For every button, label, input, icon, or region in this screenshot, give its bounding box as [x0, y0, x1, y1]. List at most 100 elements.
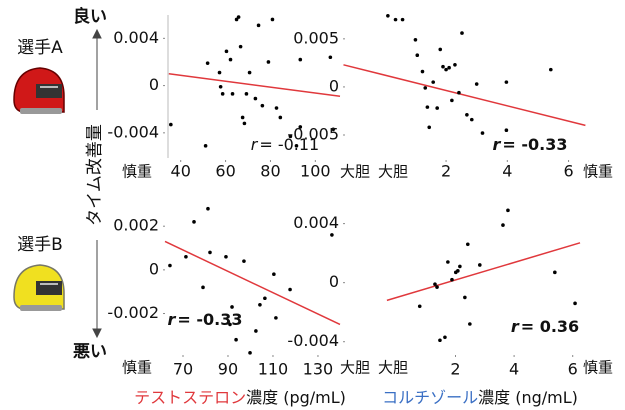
x-title-rest: 濃度 (ng/mL) — [478, 388, 578, 407]
red-helmet — [14, 68, 64, 114]
data-point — [237, 15, 241, 19]
y-tick-label: 0 — [149, 75, 159, 94]
data-point — [450, 99, 454, 103]
data-point — [271, 18, 275, 22]
y-tick-label: -0.004 — [107, 122, 159, 141]
x-tick-label: 6 — [563, 162, 573, 181]
r-value: = 0.36 — [521, 317, 579, 336]
x-tick-label: 6 — [568, 360, 578, 379]
data-point — [426, 105, 430, 109]
data-point — [229, 58, 233, 62]
data-point — [254, 329, 258, 333]
x-tick-label: 130 — [303, 360, 334, 379]
data-point — [443, 335, 447, 339]
data-point — [274, 316, 278, 320]
data-point — [470, 118, 474, 122]
correlation-label: r= -0.33 — [168, 310, 243, 329]
data-point — [478, 263, 482, 267]
x-tick-label: 2 — [450, 360, 460, 379]
r-symbol: r — [511, 317, 520, 336]
data-point — [169, 123, 173, 127]
y-tick-label: -0.002 — [107, 303, 159, 322]
r-symbol: r — [493, 135, 502, 154]
data-point — [298, 58, 302, 62]
y-tick-label: 0.004 — [293, 213, 339, 232]
x-tick-label: 80 — [260, 162, 280, 181]
data-point — [272, 272, 276, 276]
data-point — [263, 296, 267, 300]
data-point — [427, 126, 431, 130]
r-value: = -0.33 — [177, 310, 242, 329]
data-point — [438, 338, 442, 342]
x-tick-label: 110 — [258, 360, 289, 379]
x-end-label: 大胆 — [340, 359, 370, 377]
x-tick-label: 40 — [171, 162, 191, 181]
data-point — [192, 220, 196, 224]
data-point — [423, 86, 427, 90]
y-tick-label: 0.005 — [293, 28, 339, 47]
data-point — [573, 302, 577, 306]
data-point — [231, 92, 235, 96]
data-point — [288, 288, 292, 292]
data-point — [450, 278, 454, 282]
data-point — [414, 38, 418, 42]
data-point — [225, 50, 229, 54]
data-point — [466, 242, 470, 246]
data-point — [257, 24, 261, 28]
data-point — [242, 259, 246, 263]
x-end-label: 大胆 — [340, 163, 370, 181]
y-tick-label: 0 — [329, 76, 339, 95]
data-point — [267, 60, 271, 64]
data-point — [444, 68, 448, 72]
trend-line — [169, 74, 340, 96]
data-point — [248, 71, 252, 75]
x-axis-title: テストステロン濃度 (pg/mL) — [134, 388, 346, 407]
data-point — [457, 91, 461, 95]
data-point — [224, 255, 228, 259]
data-point — [506, 209, 510, 213]
data-point — [549, 68, 553, 72]
x-end-label: 大胆 — [378, 163, 408, 181]
data-point — [219, 85, 223, 89]
data-point — [206, 61, 210, 65]
data-point — [435, 106, 439, 110]
player-label: 選手B — [17, 235, 63, 255]
good-label: 良い — [73, 6, 107, 27]
data-point — [505, 128, 509, 132]
data-point — [447, 66, 451, 70]
data-point — [386, 14, 390, 18]
y-tick-label: -0.004 — [287, 331, 339, 350]
correlation-label: r= 0.36 — [511, 317, 579, 336]
x-end-label: 慎重 — [583, 163, 613, 181]
bad-label: 悪い — [73, 342, 107, 362]
trend-line — [343, 65, 585, 126]
x-end-label: 慎重 — [122, 359, 152, 377]
y-tick-label: 0.002 — [113, 216, 159, 235]
data-point — [245, 92, 249, 96]
data-point — [239, 45, 243, 49]
data-point — [206, 207, 210, 211]
data-point — [553, 271, 557, 275]
x-tick-label: 60 — [215, 162, 235, 181]
data-point — [208, 251, 212, 255]
data-point — [275, 106, 279, 110]
data-point — [505, 80, 509, 84]
y-tick-label: -0.005 — [287, 125, 339, 144]
data-point — [463, 296, 467, 300]
data-point — [446, 260, 450, 264]
data-point — [421, 70, 425, 74]
data-point — [431, 80, 435, 84]
x-axis-title: コルチゾール濃度 (ng/mL) — [382, 388, 578, 407]
data-point — [468, 322, 472, 326]
data-point — [453, 63, 457, 67]
data-point — [441, 65, 445, 69]
x-title-highlight: テストステロン — [134, 388, 246, 407]
data-point — [234, 338, 238, 342]
data-point — [435, 285, 439, 289]
data-point — [218, 71, 222, 75]
data-point — [221, 92, 225, 96]
data-point — [394, 18, 398, 22]
x-tick-label: 4 — [502, 162, 512, 181]
data-point — [481, 131, 485, 135]
data-point — [458, 265, 462, 269]
